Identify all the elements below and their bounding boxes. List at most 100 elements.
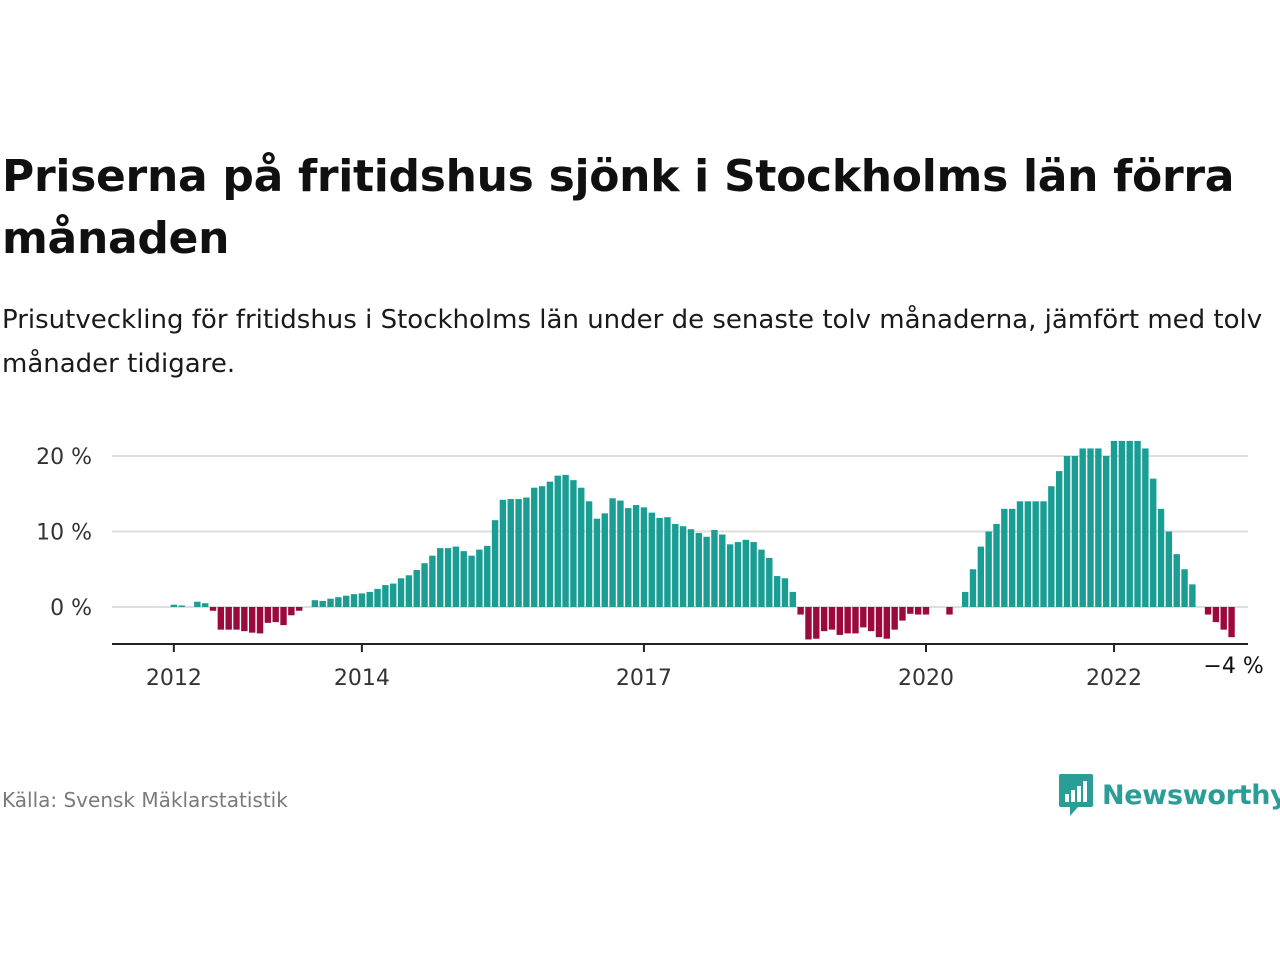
bar <box>499 499 507 607</box>
bar <box>844 607 851 634</box>
bar <box>883 607 891 639</box>
bar <box>421 563 428 607</box>
bar <box>1016 501 1024 607</box>
bar <box>1118 440 1126 607</box>
bar-chart-logo-icon <box>1059 774 1093 816</box>
x-tick-label: 2017 <box>616 666 672 691</box>
bar <box>601 513 608 607</box>
bar <box>405 575 413 607</box>
bar <box>225 607 232 630</box>
bar <box>789 591 796 607</box>
bar <box>460 551 467 607</box>
bar-chart: 0 %10 %20 %2012 2014 2017 2020 2022 −4 %−4 % <box>36 440 1266 691</box>
bar <box>1204 607 1212 615</box>
bar <box>828 607 836 630</box>
bar <box>617 500 624 607</box>
bar <box>632 505 640 607</box>
bar <box>374 588 381 607</box>
bar <box>852 607 859 634</box>
bar <box>985 531 992 607</box>
bar <box>656 517 663 607</box>
bar <box>366 591 373 607</box>
bar <box>820 607 828 632</box>
bar <box>264 607 272 623</box>
bar <box>515 499 522 607</box>
y-tick-label: 0 % <box>50 596 92 621</box>
bar <box>437 548 444 607</box>
bar <box>358 593 366 607</box>
bar <box>507 499 514 607</box>
bars <box>170 440 1235 640</box>
bar <box>969 569 977 607</box>
bar <box>390 583 397 607</box>
bar <box>256 607 264 634</box>
bar <box>311 600 319 607</box>
bar <box>664 517 671 607</box>
bar <box>241 607 248 632</box>
bar <box>993 523 1000 607</box>
bar <box>170 604 178 607</box>
bar <box>1095 448 1102 607</box>
bar <box>546 481 554 607</box>
bar <box>797 607 804 615</box>
bar <box>468 555 475 607</box>
bar <box>875 607 883 638</box>
bar <box>1048 486 1055 607</box>
bar <box>922 607 930 615</box>
bar <box>531 487 538 607</box>
bar <box>209 607 217 611</box>
bar <box>578 487 585 607</box>
bar <box>562 474 569 608</box>
bar <box>476 549 483 607</box>
bar <box>766 557 773 607</box>
bar <box>538 486 546 607</box>
newsworthy-logo: Newsworthy <box>1058 772 1280 818</box>
bar <box>1142 448 1149 607</box>
bar <box>1079 448 1086 607</box>
x-tick-label: 2012 <box>146 666 202 691</box>
bar <box>773 576 781 607</box>
bar <box>201 603 209 607</box>
bar <box>1001 508 1008 607</box>
bar <box>484 545 491 607</box>
bar <box>695 533 702 607</box>
bar <box>672 523 679 607</box>
bar <box>907 607 914 614</box>
axis-labels: 0 %10 %20 %2012 2014 2017 2020 2022 −4 %−4 % <box>36 445 1266 691</box>
bar <box>1165 531 1173 607</box>
bar <box>977 546 985 607</box>
bar <box>860 607 867 628</box>
bar <box>319 600 326 607</box>
bar <box>805 607 812 640</box>
last-value-label: −4 % <box>1203 654 1263 679</box>
bar <box>867 607 875 632</box>
y-tick-label: 10 % <box>36 521 92 546</box>
bar <box>178 605 185 607</box>
bar <box>1008 508 1016 607</box>
bar <box>648 512 655 608</box>
bar <box>570 480 577 607</box>
bar <box>742 539 749 607</box>
bar <box>726 544 734 607</box>
bar <box>1063 456 1071 607</box>
bar <box>836 607 844 635</box>
bar <box>1181 569 1188 607</box>
bar <box>429 555 436 607</box>
bar <box>899 607 906 621</box>
bar <box>781 578 789 607</box>
last-value-label-halo: −4 % <box>1203 654 1263 679</box>
bar <box>397 578 405 607</box>
bar <box>914 607 922 615</box>
bar <box>382 585 389 607</box>
bar <box>1189 584 1196 607</box>
bar <box>491 520 499 607</box>
bar <box>609 498 616 607</box>
x-tick-label: 2014 <box>334 666 390 691</box>
bar <box>248 607 256 633</box>
bar <box>1110 440 1118 607</box>
bar <box>1032 501 1039 607</box>
bar <box>327 598 334 607</box>
bar <box>625 508 632 607</box>
bar <box>452 546 460 607</box>
bar <box>554 475 561 607</box>
